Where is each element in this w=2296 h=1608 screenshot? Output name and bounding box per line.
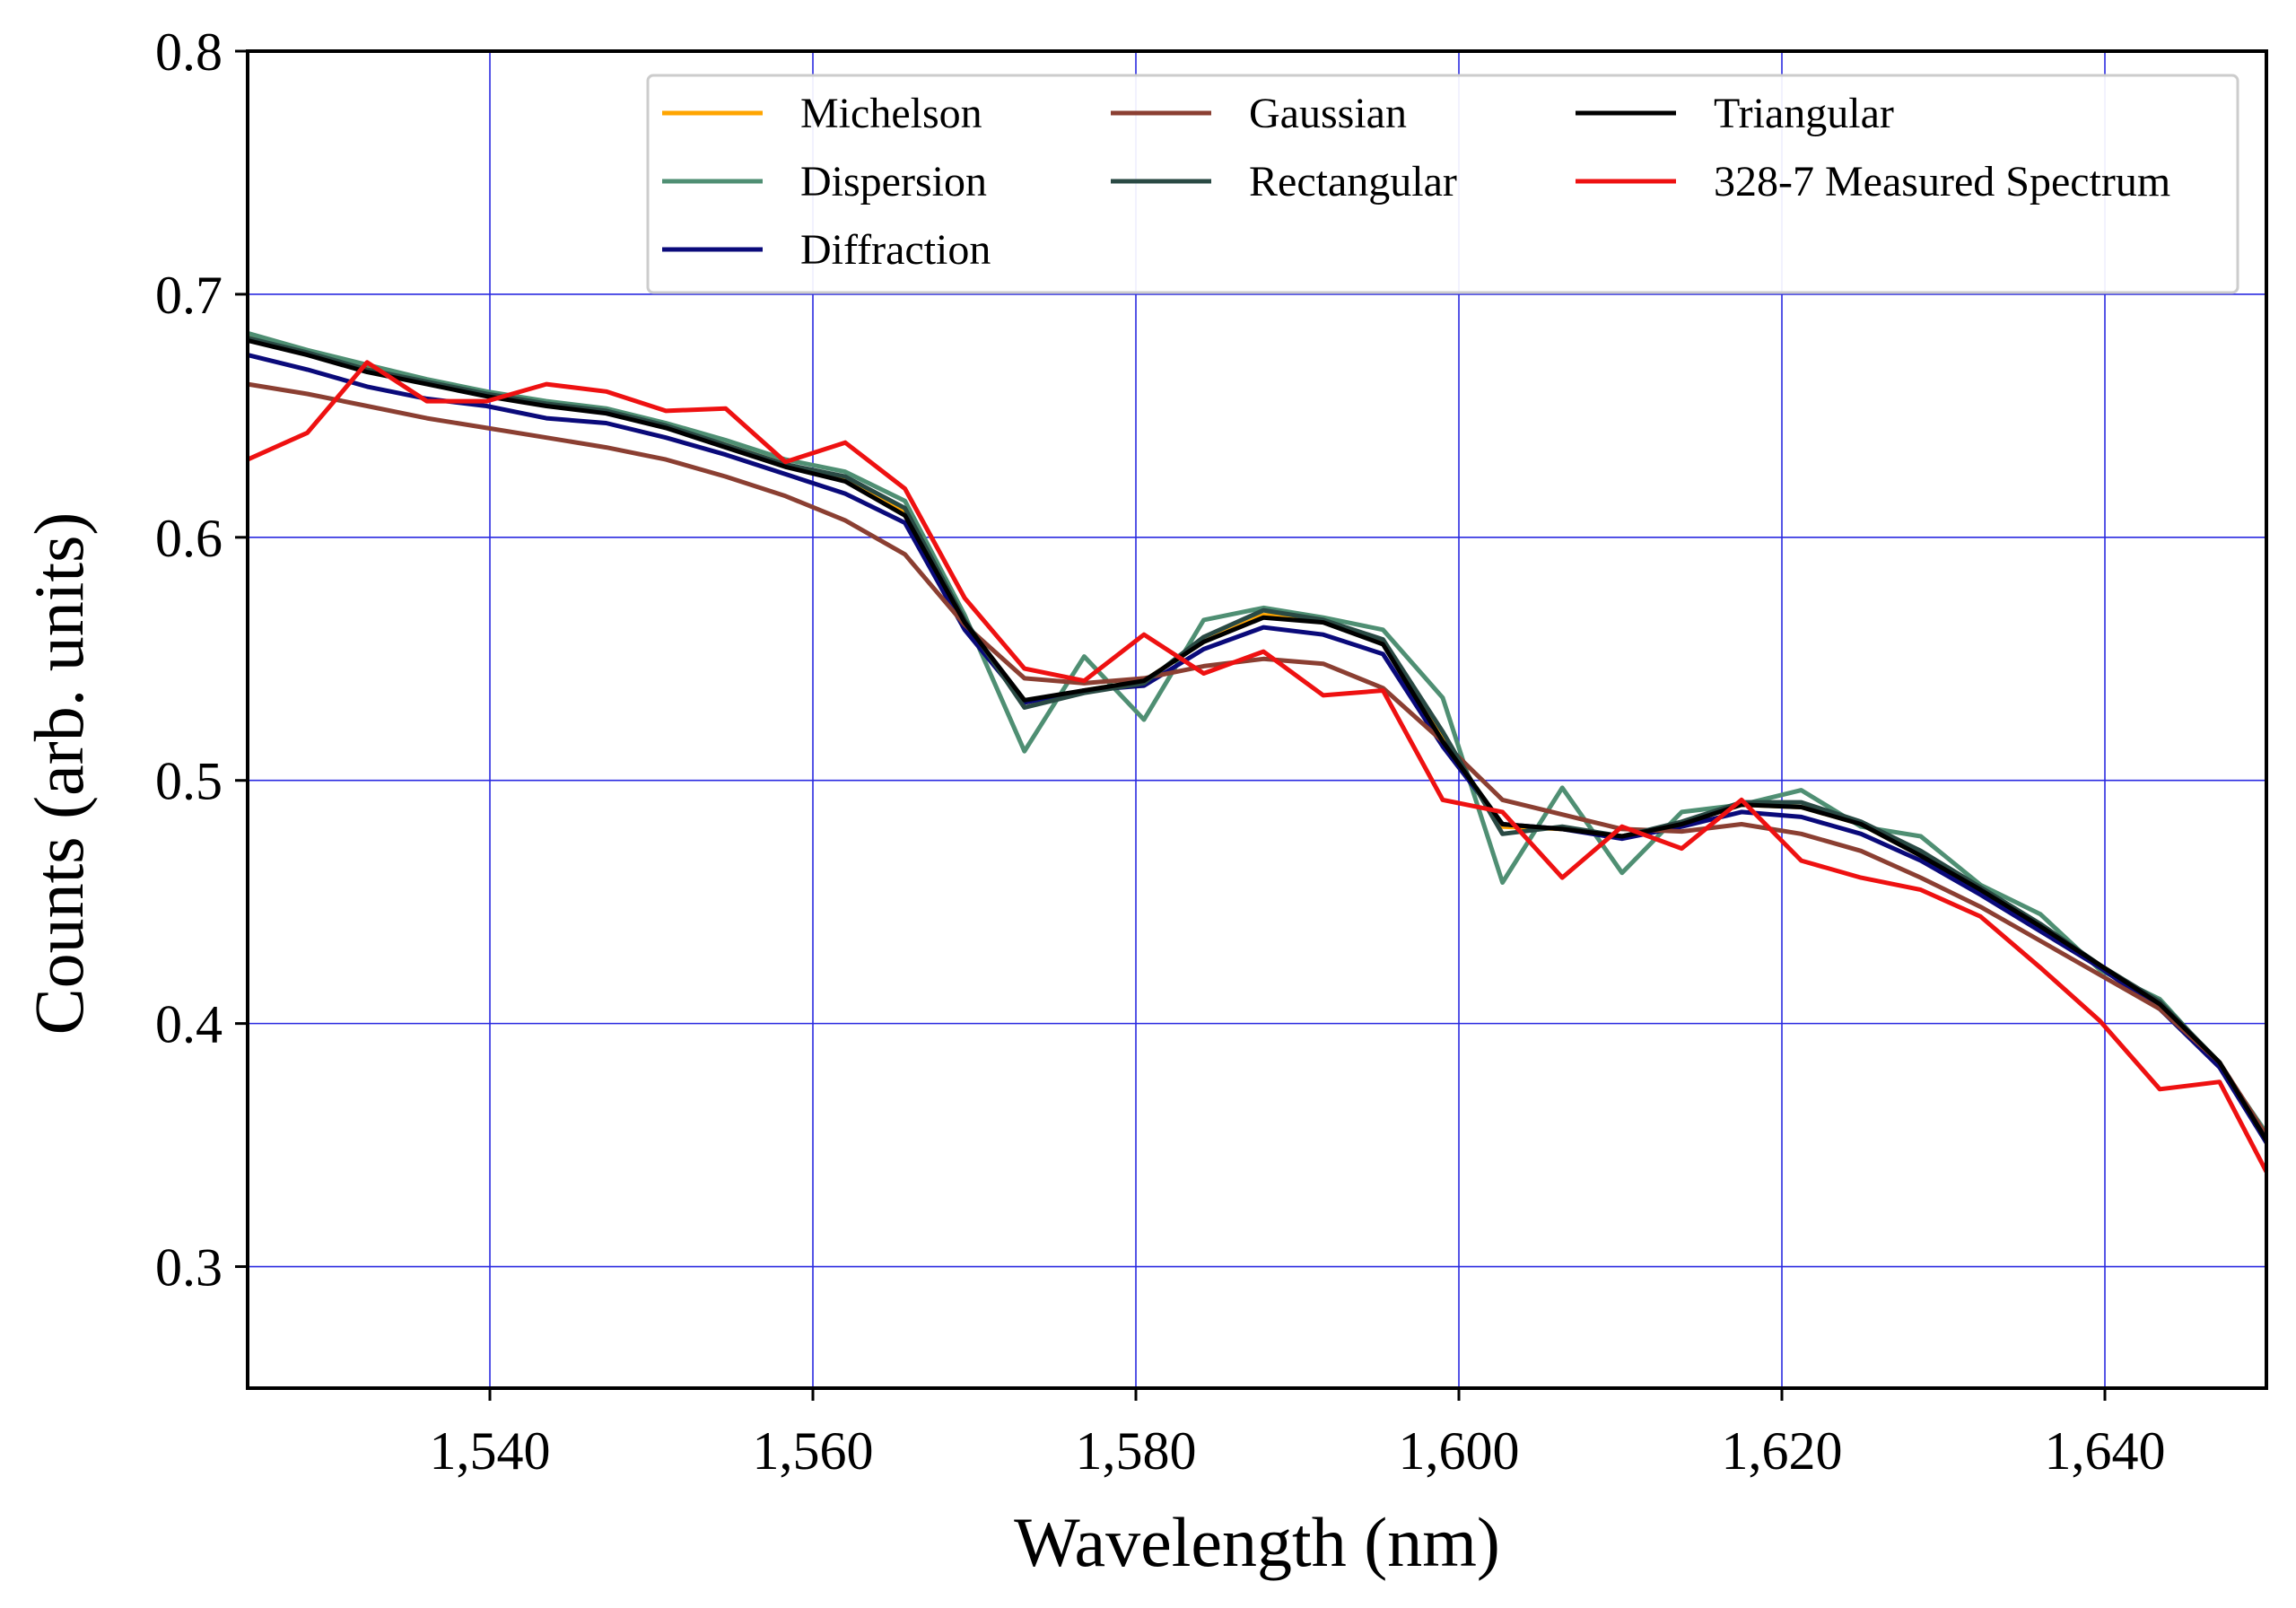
legend-label-dispersion: Dispersion	[800, 158, 987, 205]
legend-label-328-7-measured-spectrum: 328-7 Measured Spectrum	[1714, 158, 2170, 205]
legend-label-diffraction: Diffraction	[800, 226, 991, 274]
y-tick-label: 0.5	[155, 752, 223, 811]
x-tick-label: 1,580	[1076, 1421, 1197, 1481]
legend-label-michelson: Michelson	[800, 90, 982, 137]
legend-label-rectangular: Rectangular	[1249, 158, 1457, 205]
series-line-michelson	[247, 333, 2269, 1141]
legend-box	[646, 74, 2239, 294]
x-tick-label: 1,640	[2045, 1421, 2166, 1481]
series-line-dispersion	[247, 330, 2269, 1134]
series-line-diffraction	[247, 353, 2269, 1144]
legend-label-gaussian: Gaussian	[1249, 90, 1407, 137]
axis-ticks: 1,540 1,560 1,580 1,600 1,620 1,640 0.3 0.4 0.5 0…	[155, 22, 2166, 1481]
plot-area-frame	[246, 49, 2268, 1390]
x-axis-title: Wavelength (nm)	[1014, 1503, 1500, 1581]
series-line-328-7-measured-spectrum	[246, 360, 2269, 1174]
x-tick-label: 1,620	[1722, 1421, 1843, 1481]
y-tick-label: 0.6	[155, 509, 223, 568]
y-tick-label: 0.7	[155, 266, 223, 325]
series-line-rectangular	[247, 336, 2269, 1141]
series-line-triangular	[247, 337, 2269, 1141]
y-tick-label: 0.3	[155, 1238, 223, 1298]
y-tick-label: 0.8	[155, 22, 223, 82]
x-tick-label: 1,600	[1399, 1421, 1520, 1481]
legend-label-triangular: Triangular	[1714, 90, 1894, 137]
series-line-gaussian	[247, 381, 2269, 1137]
y-tick-label: 0.4	[155, 995, 223, 1054]
x-tick-label: 1,540	[430, 1421, 551, 1481]
x-tick-label: 1,560	[753, 1421, 874, 1481]
series-lines	[246, 330, 2269, 1174]
legend: Michelson Dispersion Diffraction Gaussian Re…	[646, 74, 2239, 294]
y-axis-title: Counts (arb. units)	[20, 512, 98, 1036]
